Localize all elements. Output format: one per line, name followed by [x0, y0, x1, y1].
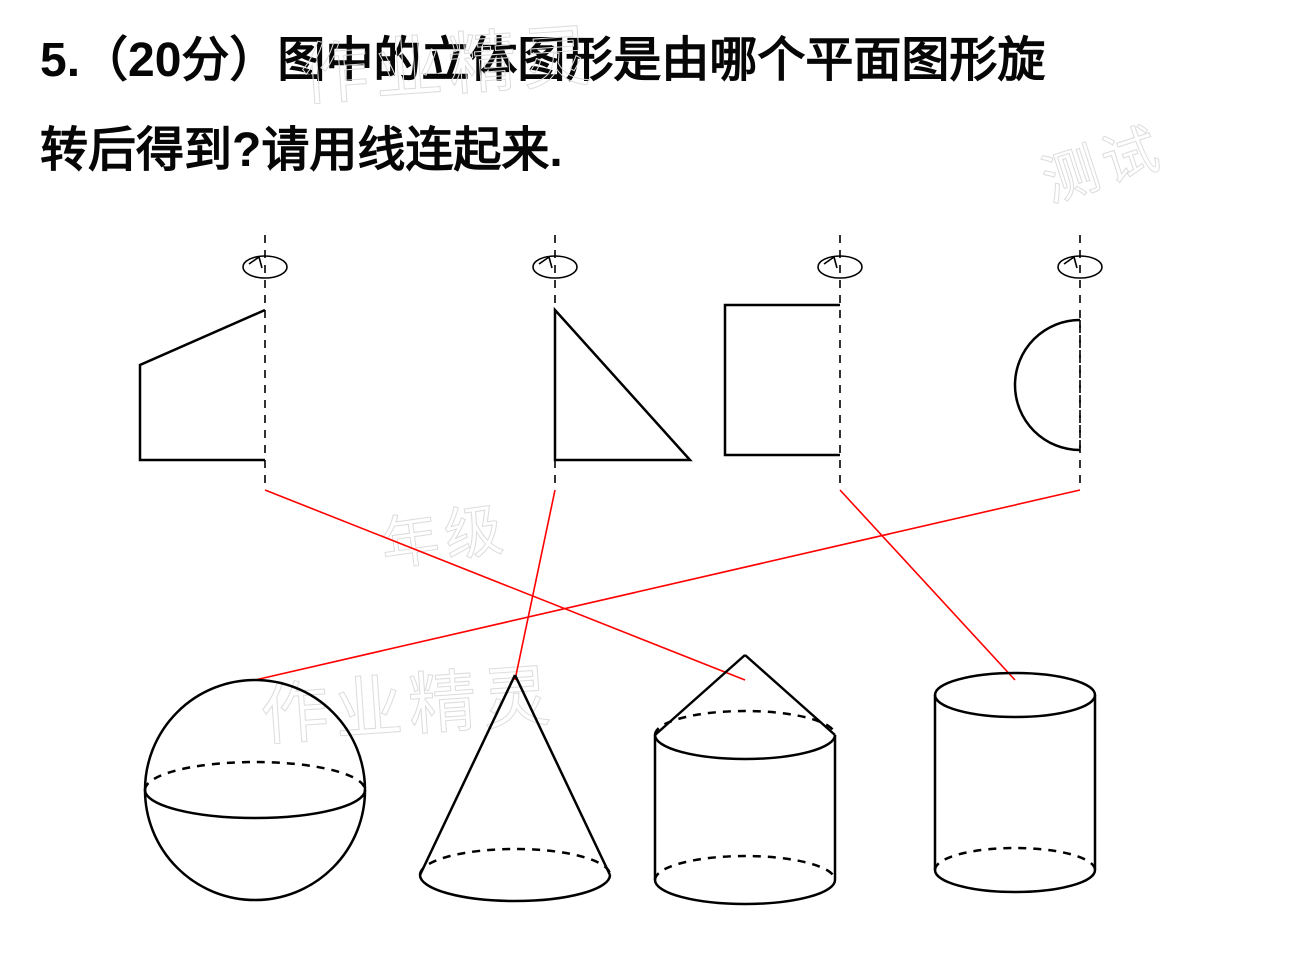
flat-trapezoid_axis	[140, 235, 287, 490]
solid-cone_cylinder	[655, 655, 835, 904]
flat-rectangle_axis	[725, 235, 862, 490]
solid-cone	[420, 675, 610, 901]
flat-triangle_axis	[533, 235, 690, 490]
diagram-svg	[0, 0, 1296, 972]
solid-sphere	[145, 680, 365, 900]
flat-semicircle_axis	[1015, 235, 1102, 490]
solid-cylinder	[935, 673, 1095, 892]
